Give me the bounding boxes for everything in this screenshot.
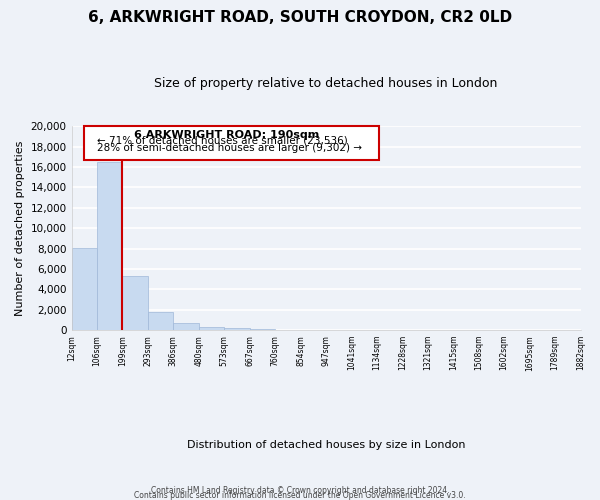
Text: 28% of semi-detached houses are larger (9,302) →: 28% of semi-detached houses are larger (… [97,144,362,154]
X-axis label: Distribution of detached houses by size in London: Distribution of detached houses by size … [187,440,465,450]
Bar [250,328,275,330]
Bar [199,327,224,330]
FancyBboxPatch shape [84,126,379,160]
Bar [97,162,122,330]
Bar [173,323,199,330]
Y-axis label: Number of detached properties: Number of detached properties [15,140,25,316]
Text: 6, ARKWRIGHT ROAD, SOUTH CROYDON, CR2 0LD: 6, ARKWRIGHT ROAD, SOUTH CROYDON, CR2 0L… [88,10,512,25]
Text: ← 71% of detached houses are smaller (23,536): ← 71% of detached houses are smaller (23… [97,136,348,145]
Bar [71,248,97,330]
Title: Size of property relative to detached houses in London: Size of property relative to detached ho… [154,78,498,90]
Bar [224,328,250,330]
Text: Contains public sector information licensed under the Open Government Licence v3: Contains public sector information licen… [134,491,466,500]
Text: Contains HM Land Registry data © Crown copyright and database right 2024.: Contains HM Land Registry data © Crown c… [151,486,449,495]
Text: 6 ARKWRIGHT ROAD: 190sqm: 6 ARKWRIGHT ROAD: 190sqm [134,130,319,140]
Bar [122,276,148,330]
Bar [148,312,173,330]
